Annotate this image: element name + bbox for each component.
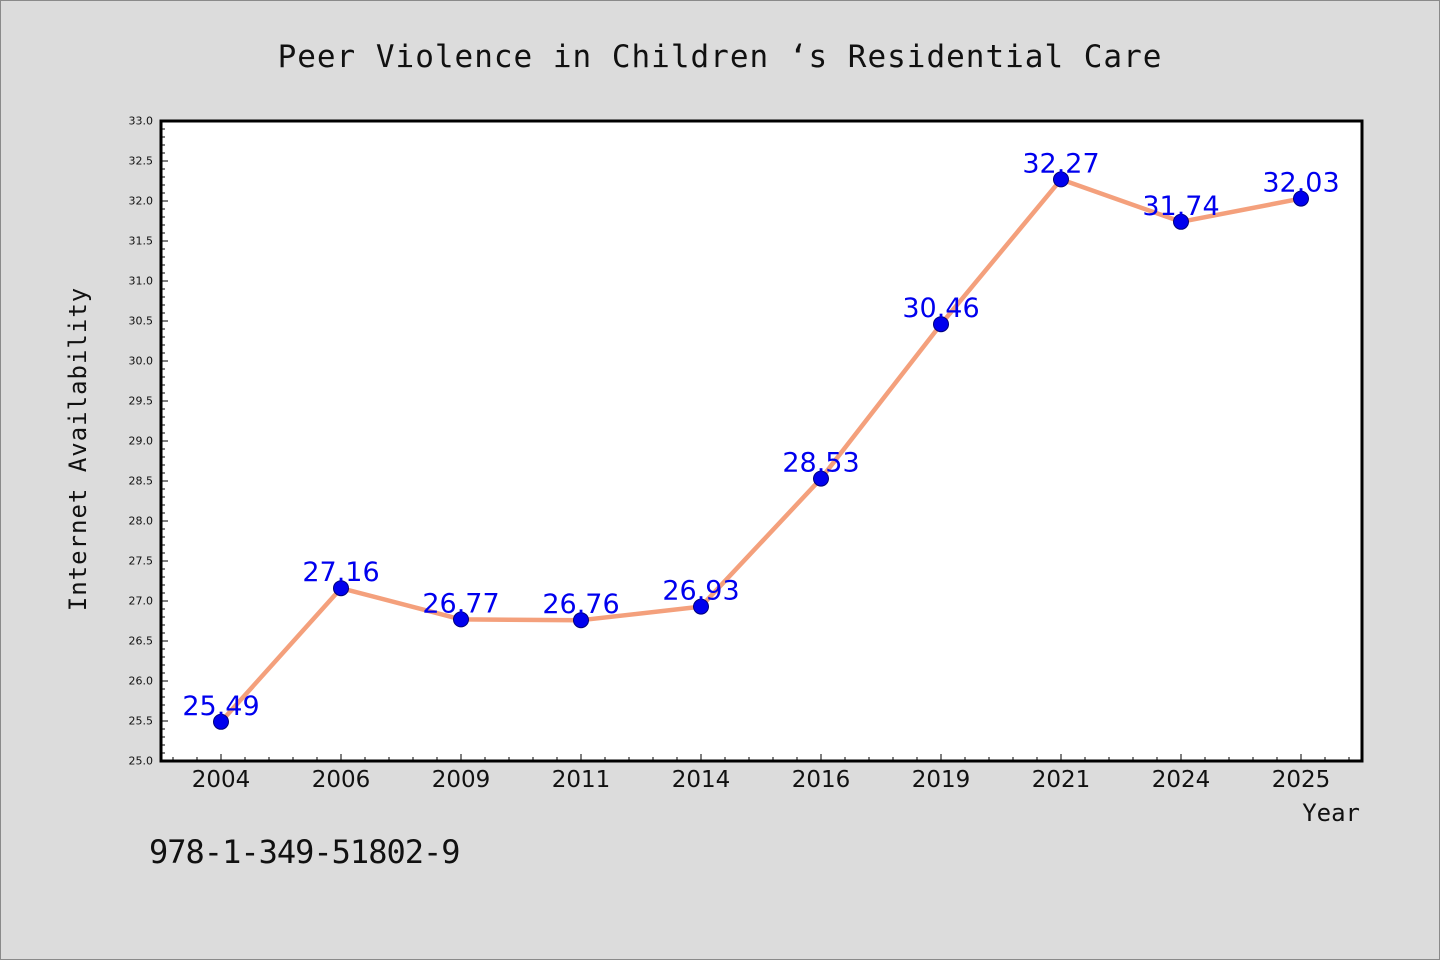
y-tick-label: 27.0 [129, 595, 154, 608]
data-label: 31.74 [1142, 191, 1219, 222]
y-tick-label: 31.5 [129, 235, 154, 248]
data-label: 27.16 [302, 557, 379, 588]
x-axis-label: Year [1302, 799, 1360, 827]
chart-title: Peer Violence in Children ‘s Residential… [277, 39, 1163, 75]
x-tick-label: 2019 [912, 767, 971, 793]
y-tick-label: 28.5 [129, 475, 154, 488]
x-tick-label: 2004 [192, 767, 251, 793]
plot-area [161, 121, 1362, 761]
data-label: 32.27 [1022, 148, 1099, 179]
x-tick-label: 2025 [1272, 767, 1331, 793]
y-axis-label: Internet Availability [64, 287, 92, 611]
y-tick-label: 32.5 [129, 155, 154, 168]
x-tick-label: 2011 [552, 767, 611, 793]
x-tick-label: 2024 [1152, 767, 1211, 793]
y-tick-label: 29.0 [129, 435, 154, 448]
data-label: 25.49 [182, 691, 259, 722]
y-tick-label: 26.5 [129, 635, 154, 648]
x-tick-label: 2021 [1032, 767, 1091, 793]
x-tick-label: 2006 [312, 767, 371, 793]
data-point [1053, 171, 1069, 188]
y-tick-label: 26.0 [129, 675, 154, 688]
y-tick-label: 25.5 [129, 715, 154, 728]
y-tick-label: 32.0 [129, 195, 154, 208]
y-tick-label: 27.5 [129, 555, 154, 568]
y-tick-label: 30.5 [129, 315, 154, 328]
data-label: 28.53 [782, 448, 859, 479]
data-point [333, 580, 349, 597]
data-point [1173, 213, 1189, 230]
data-label: 26.93 [662, 576, 739, 607]
data-point [573, 612, 589, 629]
y-tick-label: 30.0 [129, 355, 154, 368]
data-point [1293, 190, 1309, 207]
data-label: 30.46 [902, 293, 979, 324]
y-tick-label: 25.0 [129, 755, 154, 768]
y-tick-label: 31.0 [129, 275, 154, 288]
y-tick-label: 29.5 [129, 395, 154, 408]
data-label: 26.76 [542, 589, 619, 620]
data-label: 32.03 [1262, 168, 1339, 199]
data-point [213, 713, 229, 730]
data-point [453, 611, 469, 628]
data-point [693, 598, 709, 615]
plot-frame [159, 119, 1364, 763]
x-tick-label: 2014 [672, 767, 731, 793]
x-tick-label: 2016 [792, 767, 851, 793]
y-tick-label: 33.0 [129, 115, 154, 128]
x-tick-label: 2009 [432, 767, 491, 793]
data-point [813, 470, 829, 487]
data-point [933, 316, 949, 333]
series-line [218, 177, 1304, 725]
isbn-footnote: 978-1-349-51802-9 [149, 833, 461, 871]
y-tick-label: 28.0 [129, 515, 154, 528]
data-label: 26.77 [422, 588, 499, 619]
